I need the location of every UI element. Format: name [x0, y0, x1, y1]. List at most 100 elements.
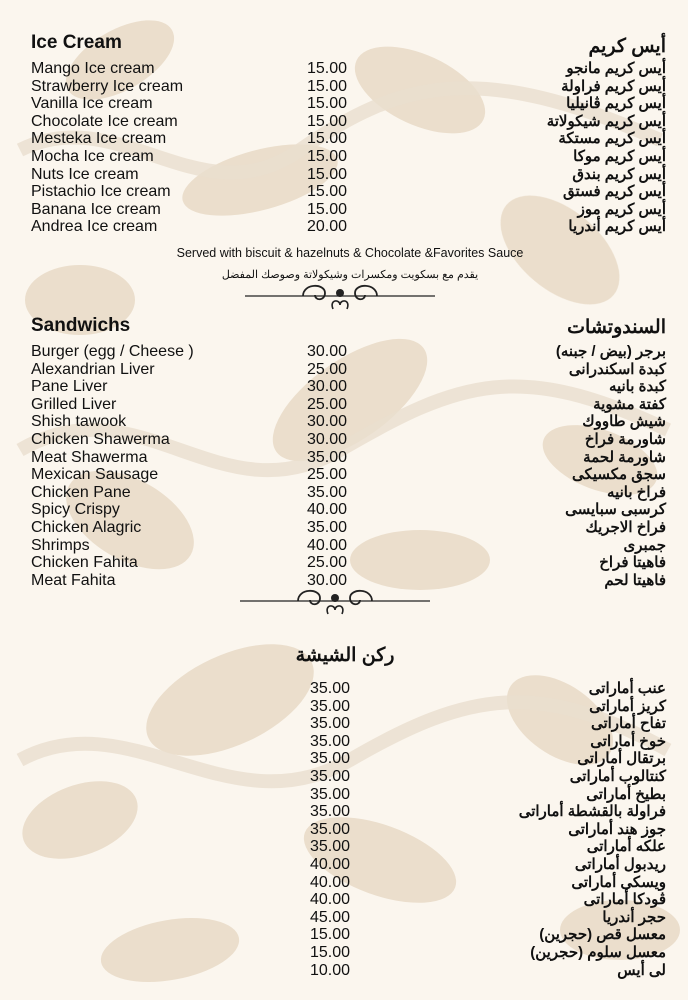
item-price: 40.00: [307, 536, 348, 554]
item-price: 25.00: [307, 395, 348, 413]
item-name-ar: ريدبول أماراتى: [574, 855, 666, 873]
item-price: 15.00: [310, 926, 351, 944]
item-name-ar: كنتالوب أماراتى: [569, 767, 666, 785]
item-price: 35.00: [310, 767, 351, 785]
item-name-ar: أيس كريم أندريا: [568, 218, 666, 236]
ornament-divider: [240, 589, 430, 615]
item-price: 30.00: [307, 343, 348, 360]
item-name-ar: ويسكى أماراتى: [571, 873, 666, 891]
item-name-ar: سجق مكسيكى: [572, 466, 666, 484]
item-price: 35.00: [310, 697, 351, 715]
item-price: 15.00: [307, 183, 348, 201]
item-name-en: Banana Ice cream: [31, 200, 161, 218]
item-name-en: Chicken Alagric: [31, 518, 142, 536]
item-price: 35.00: [310, 820, 351, 838]
item-price: 35.00: [307, 483, 348, 501]
ice-cream-names-ar: أيس كريم مانجو أيس كريم فراولة أيس كريم ڤا…: [547, 60, 666, 236]
item-name-ar: معسل سلوم (حجرين): [530, 943, 666, 961]
item-name-ar: لى أيس: [617, 961, 666, 979]
item-price: 30.00: [307, 413, 348, 431]
ice-cream-prices: 15.00 15.00 15.00 15.00 15.00 15.00 15.00 15.00…: [307, 60, 347, 236]
item-price: 40.00: [310, 855, 351, 873]
ice-cream-title-en: Ice Cream: [31, 32, 122, 53]
item-name-en: Chicken Shawerma: [31, 430, 170, 448]
item-price: 25.00: [307, 360, 348, 378]
item-name-ar: كرسبى سبايسى: [565, 501, 666, 519]
item-name-ar: حجر أندريا: [602, 908, 666, 926]
item-name-ar: أيس كريم موكا: [573, 147, 666, 165]
item-name-en: Mango Ice cream: [31, 60, 155, 77]
sandwiches-title-en: Sandwichs: [31, 315, 131, 336]
item-name-ar: ڤودكا أماراتى: [583, 891, 666, 909]
item-price: 35.00: [310, 838, 351, 856]
item-price: 35.00: [310, 803, 351, 821]
item-name-ar: أيس كريم مستكة: [558, 130, 666, 148]
ice-cream-note-en: Served with biscuit & hazelnuts & Chocol…: [176, 246, 524, 260]
item-name-ar: أيس كريم فراولة: [561, 77, 666, 95]
item-name-ar: فراخ الاجريك: [585, 518, 666, 536]
item-name-en: Strawberry Ice cream: [31, 77, 184, 95]
item-name-ar: برجر (بيض / جبنه): [555, 343, 666, 360]
item-name-en: Pane Liver: [31, 378, 108, 396]
item-price: 35.00: [310, 785, 351, 803]
item-price: 35.00: [310, 750, 351, 768]
item-name-en: Grilled Liver: [31, 395, 117, 413]
item-name-ar: أيس كريم فستق: [563, 183, 666, 201]
item-price: 15.00: [307, 95, 348, 113]
item-name-ar: أيس كريم شيكولاتة: [546, 112, 666, 130]
item-name-ar: فاهيتا لحم: [604, 571, 666, 589]
item-name-ar: فاهيتا فراخ: [599, 554, 666, 572]
item-name-en: Spicy Crispy: [31, 501, 120, 519]
item-price: 15.00: [310, 943, 351, 961]
item-name-ar: عنب أماراتى: [588, 680, 666, 697]
item-name-en: Burger (egg / Cheese ): [31, 343, 194, 360]
item-name-en: Chicken Fahita: [31, 554, 138, 572]
item-name-en: Shish tawook: [31, 413, 127, 431]
item-name-ar: أيس كريم بندق: [572, 165, 666, 183]
item-price: 15.00: [307, 147, 348, 165]
shisha-names-ar: عنب أماراتى كريز أماراتى تفاح أماراتى خوخ أ…: [519, 680, 666, 979]
item-name-ar: جوز هند أماراتى: [568, 820, 666, 838]
item-name-en: Andrea Ice cream: [31, 218, 158, 236]
item-name-ar: برتقال أماراتى: [577, 750, 666, 768]
item-name-ar: تفاح أماراتى: [590, 715, 666, 733]
item-name-ar: بطيخ أماراتى: [586, 785, 666, 803]
item-price: 25.00: [307, 554, 348, 572]
item-price: 30.00: [307, 571, 348, 589]
ice-cream-note-ar: يقدم مع بسكويت ومكسرات وشيكولاتة وصوصك ا…: [221, 269, 479, 281]
ice-cream-title-ar: أيس كريم: [588, 36, 666, 57]
item-price: 40.00: [310, 891, 351, 909]
item-price: 15.00: [307, 77, 348, 95]
item-price: 15.00: [307, 130, 348, 148]
ornament-divider: [245, 284, 435, 310]
item-price: 20.00: [307, 218, 348, 236]
item-name-ar: شيش طاووك: [582, 413, 666, 431]
item-name-en: Meat Shawerma: [31, 448, 148, 466]
item-price: 35.00: [310, 680, 351, 697]
item-name-ar: كريز أماراتى: [589, 697, 666, 715]
item-name-ar: كبدة اسكندرانى: [568, 360, 666, 378]
sandwiches-title-ar: السندوتشات: [567, 317, 666, 338]
item-name-ar: كفتة مشوية: [593, 395, 666, 413]
sandwiches-prices: 30.00 25.00 30.00 25.00 30.00 30.00 35.00 25.00…: [307, 343, 347, 589]
item-name-ar: علكه أماراتى: [586, 838, 666, 856]
item-price: 35.00: [310, 732, 351, 750]
item-name-en: Shrimps: [31, 536, 90, 554]
item-price: 15.00: [307, 165, 348, 183]
item-price: 15.00: [307, 112, 348, 130]
item-price: 35.00: [307, 518, 348, 536]
item-name-en: Nuts Ice cream: [31, 165, 139, 183]
item-price: 35.00: [307, 448, 348, 466]
ice-cream-names-en: Mango Ice cream Strawberry Ice cream Vanil…: [31, 60, 183, 236]
item-name-ar: كبدة بانيه: [608, 378, 666, 396]
item-name-ar: شاورمة فراخ: [584, 430, 666, 448]
item-name-en: Vanilla Ice cream: [31, 95, 153, 113]
item-name-ar: أيس كريم مانجو: [566, 60, 666, 77]
item-price: 15.00: [307, 60, 348, 77]
item-price: 25.00: [307, 466, 348, 484]
item-name-en: Pistachio Ice cream: [31, 183, 171, 201]
item-price: 30.00: [307, 430, 348, 448]
item-name-ar: معسل قص (حجرين): [539, 926, 666, 944]
item-price: 40.00: [310, 873, 351, 891]
